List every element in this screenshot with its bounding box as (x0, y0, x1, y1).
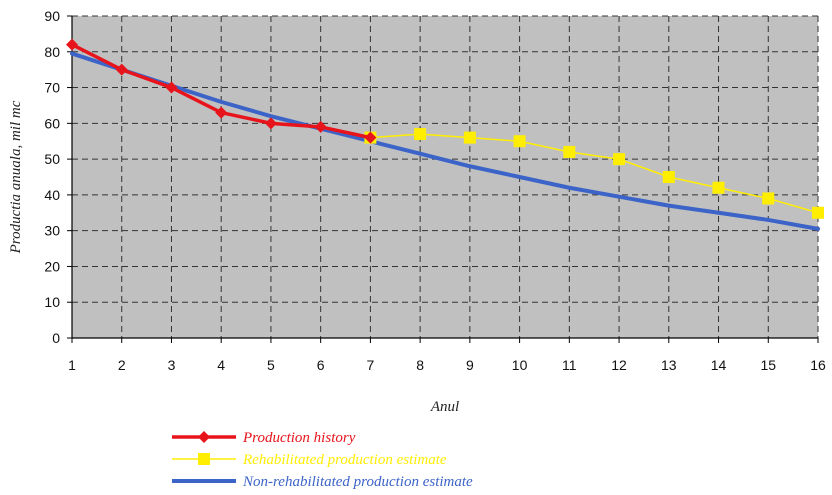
data-point (364, 131, 377, 144)
legend-label: Non-rehabilitated production estimate (242, 474, 473, 490)
x-tick-label: 15 (760, 357, 776, 373)
x-tick-label: 6 (317, 357, 325, 373)
series-3 (70, 51, 820, 231)
data-point (215, 106, 228, 119)
data-point (264, 117, 277, 130)
data-point (463, 131, 476, 144)
series-layer (66, 38, 824, 231)
legend-item-2: Rehabilitated production estimate (172, 452, 447, 468)
y-tick-label: 10 (44, 294, 60, 310)
legend-swatch-marker (198, 431, 210, 443)
data-point (66, 38, 78, 51)
plot-area (72, 16, 818, 338)
y-tick-labels: 0 10 20 30 40 50 60 70 80 90 (44, 8, 60, 346)
x-tick-label: 14 (711, 357, 727, 373)
x-tick-label: 5 (267, 357, 275, 373)
legend-item-1: Production history (172, 430, 356, 446)
x-tick-label: 8 (416, 357, 424, 373)
axes (67, 15, 819, 343)
x-tick-label: 4 (217, 357, 225, 373)
legend: Production history Rehabilitated producti… (172, 430, 473, 490)
x-axis-title: Anul (430, 399, 459, 415)
y-tick-label: 50 (44, 151, 60, 167)
data-point (762, 192, 775, 205)
x-tick-label: 9 (466, 357, 474, 373)
data-point (115, 63, 128, 76)
legend-swatch-marker (198, 453, 210, 465)
data-point (165, 81, 178, 94)
data-point (613, 153, 626, 166)
legend-item-3: Non-rehabilitated production estimate (172, 474, 473, 490)
y-tick-label: 40 (44, 187, 60, 203)
x-tick-label: 10 (512, 357, 528, 373)
data-point (414, 128, 427, 141)
y-tick-label: 20 (44, 258, 60, 274)
y-tick-label: 70 (44, 80, 60, 96)
legend-label: Rehabilitated production estimate (242, 452, 447, 468)
data-point (563, 145, 576, 158)
legend-label: Production history (242, 430, 356, 446)
data-point (662, 171, 675, 183)
x-tick-labels: 1 2 3 4 5 6 7 8 9 10 11 12 13 14 15 16 (68, 357, 826, 373)
series-line (369, 133, 819, 214)
x-tick-label: 12 (611, 357, 627, 373)
x-tick-label: 3 (168, 357, 176, 373)
y-tick-label: 0 (52, 330, 60, 346)
data-point (314, 120, 327, 133)
x-tick-label: 1 (68, 357, 76, 373)
x-tick-label: 16 (810, 357, 826, 373)
data-point (812, 206, 824, 219)
x-tick-label: 2 (118, 357, 126, 373)
x-tick-label: 7 (367, 357, 375, 373)
x-tick-label: 13 (661, 357, 677, 373)
x-tick-label: 11 (562, 357, 577, 373)
y-tick-label: 60 (44, 115, 60, 131)
series-1 (66, 38, 377, 144)
series-line (70, 51, 820, 231)
data-point (712, 181, 725, 194)
y-tick-label: 90 (44, 8, 60, 24)
y-tick-label: 80 (44, 44, 60, 60)
y-tick-label: 30 (44, 223, 60, 239)
y-axis-title: Productia anuala, mil mc (8, 100, 24, 254)
data-point (513, 135, 526, 148)
